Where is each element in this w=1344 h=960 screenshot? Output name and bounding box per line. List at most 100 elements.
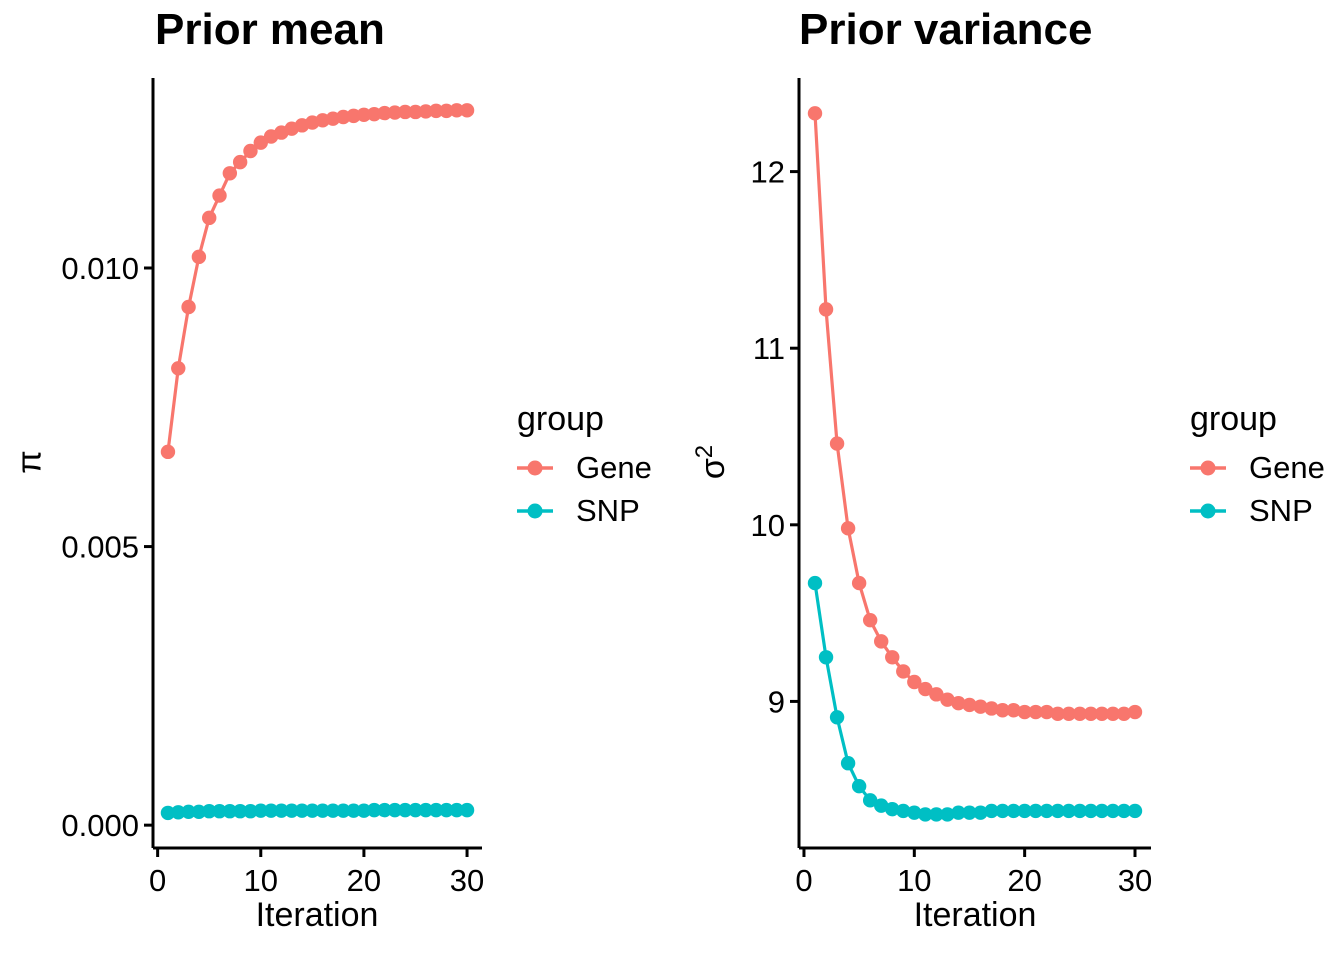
- x-tick-label: 10: [897, 863, 931, 898]
- data-point: [1116, 803, 1132, 819]
- y-axis-title-pi-text: π: [10, 450, 49, 474]
- data-point: [1061, 803, 1076, 819]
- data-point: [439, 103, 454, 119]
- data-point: [459, 103, 475, 118]
- data-point: [284, 803, 299, 818]
- data-point: [940, 807, 955, 822]
- legend-item-snp: SNP: [1190, 489, 1325, 532]
- data-point: [315, 803, 330, 818]
- data-point: [929, 687, 944, 702]
- legend-key-snp-icon: [1190, 503, 1226, 518]
- data-point: [232, 154, 248, 170]
- data-point: [984, 803, 999, 819]
- data-point: [449, 103, 464, 118]
- data-point: [212, 188, 227, 203]
- panel-1: 9 10 11 12 0 10 20 30: [751, 78, 1152, 898]
- data-point: [962, 805, 977, 820]
- data-point: [1083, 803, 1099, 819]
- series-gene: [807, 106, 1143, 721]
- data-point: [995, 703, 1010, 718]
- data-point: [862, 793, 878, 808]
- y-tick-label: 0.000: [61, 808, 139, 843]
- data-point: [1116, 706, 1132, 721]
- legend-key-point: [1200, 503, 1216, 518]
- legend-items: Gene SNP: [517, 446, 652, 532]
- series-line: [813, 582, 1135, 817]
- data-point: [181, 804, 196, 819]
- data-point: [907, 805, 922, 820]
- data-point: [929, 807, 944, 822]
- data-point: [160, 805, 176, 821]
- y-tick-label: 0.010: [61, 251, 139, 286]
- data-point: [263, 803, 279, 818]
- legend-prior-mean: group Gene SNP: [517, 399, 652, 532]
- data-point: [387, 105, 403, 120]
- series-line: [813, 113, 1136, 716]
- data-point: [1039, 803, 1054, 819]
- data-point: [171, 361, 186, 376]
- legend-item-snp: SNP: [517, 489, 652, 532]
- data-point: [1127, 803, 1143, 819]
- data-point: [1006, 703, 1021, 718]
- legend-key-point: [1200, 460, 1216, 475]
- x-tick-label: 30: [450, 863, 484, 898]
- data-point: [397, 104, 413, 120]
- legend-item-gene: Gene: [517, 446, 652, 489]
- legend-key-gene-icon: [1190, 460, 1226, 475]
- data-point: [191, 804, 207, 819]
- data-point: [387, 802, 403, 818]
- legend-label: Gene: [576, 450, 652, 485]
- legend-key-snp-icon: [517, 503, 553, 518]
- data-point: [1028, 803, 1043, 819]
- data-point: [973, 805, 988, 820]
- series-snp: [807, 575, 1143, 822]
- y-axis-title-sigma-exponent: 2: [690, 444, 718, 459]
- data-point: [840, 756, 856, 771]
- y-tick-label: 0.005: [61, 530, 139, 565]
- data-point: [449, 802, 464, 818]
- data-point: [1028, 704, 1043, 720]
- data-point: [896, 664, 911, 679]
- legend-item-gene: Gene: [1190, 446, 1325, 489]
- plot-title-prior-variance: Prior variance: [799, 5, 1093, 54]
- legend-title: group: [517, 400, 604, 438]
- legend-label: SNP: [576, 493, 640, 528]
- data-point: [274, 803, 289, 818]
- y-tick-label: 11: [753, 331, 785, 366]
- data-point: [1017, 704, 1032, 720]
- data-point: [346, 803, 361, 818]
- data-point: [428, 103, 444, 119]
- data-point: [202, 210, 217, 226]
- legend-prior-variance: group Gene SNP: [1190, 399, 1325, 532]
- x-tick-label: 0: [149, 863, 166, 898]
- x-tick-label: 0: [795, 863, 812, 898]
- data-point: [222, 166, 238, 181]
- data-point: [874, 634, 889, 649]
- data-point: [294, 803, 310, 818]
- data-point: [336, 803, 351, 818]
- data-point: [951, 695, 966, 711]
- data-point: [807, 106, 823, 121]
- data-point: [951, 805, 966, 820]
- y-tick-label: 10: [751, 508, 785, 543]
- data-point: [377, 802, 392, 818]
- data-point: [818, 650, 834, 665]
- data-point: [325, 803, 341, 818]
- data-point: [829, 436, 845, 451]
- panel-0: 0.000 0.005 0.010 0 10 20 30: [61, 78, 484, 898]
- data-point: [874, 798, 889, 813]
- y-axis-title-sigma-squared: σ2: [691, 445, 733, 479]
- data-point: [907, 674, 922, 690]
- series-gene: [160, 103, 475, 460]
- series-snp: [160, 802, 475, 821]
- data-point: [171, 805, 186, 820]
- legend-title: group: [1190, 400, 1277, 438]
- data-point: [367, 802, 382, 818]
- data-point: [1039, 704, 1054, 720]
- data-point: [1050, 803, 1065, 819]
- data-point: [408, 802, 423, 818]
- y-tick-label: 12: [751, 155, 785, 190]
- data-point: [408, 104, 423, 120]
- data-point: [356, 107, 372, 122]
